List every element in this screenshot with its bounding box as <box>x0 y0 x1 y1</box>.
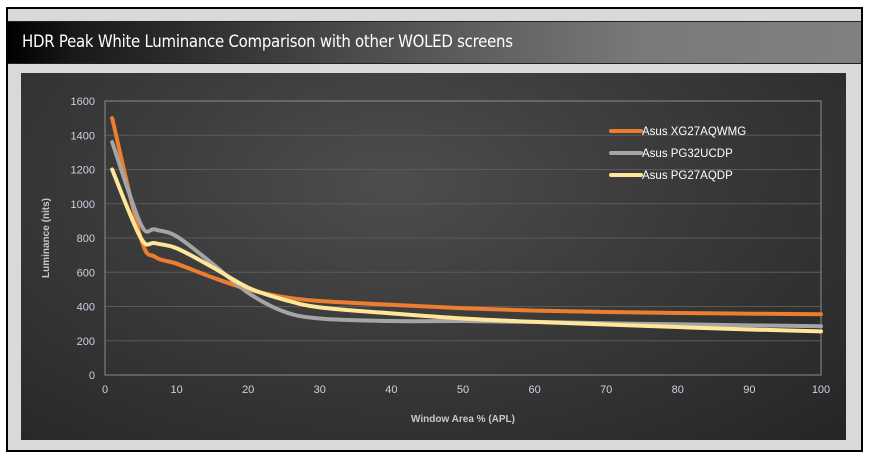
x-tick-label: 30 <box>314 384 326 396</box>
y-tick-label: 1200 <box>71 165 95 177</box>
y-tick-label: 0 <box>89 370 95 382</box>
x-tick-label: 90 <box>743 384 755 396</box>
x-axis-label: Window Area % (APL) <box>411 414 515 425</box>
y-tick-label: 1000 <box>71 199 95 211</box>
y-axis-label: Luminance (nits) <box>41 198 52 278</box>
legend-label: Asus XG27AQWMG <box>642 126 746 138</box>
x-tick-label: 80 <box>672 384 684 396</box>
y-tick-label: 200 <box>77 336 95 348</box>
title-bar: HDR Peak White Luminance Comparison with… <box>8 21 861 64</box>
x-tick-label: 100 <box>812 384 830 396</box>
chart-frame: HDR Peak White Luminance Comparison with… <box>6 7 863 452</box>
series-line-asus-pg27aqdp <box>110 167 823 334</box>
legend-label: Asus PG27AQDP <box>642 170 733 182</box>
x-tick-label: 70 <box>600 384 612 396</box>
chart-area: 0 200 400 600 800 1000 1200 1400 1600 0 10 20 30 40 50… <box>21 73 846 440</box>
x-tick-label: 40 <box>385 384 397 396</box>
y-tick-label: 600 <box>77 267 95 279</box>
x-tick-label: 50 <box>457 384 469 396</box>
y-tick-label: 1400 <box>71 130 95 142</box>
plot-border <box>104 100 822 376</box>
x-tick-label: 20 <box>242 384 254 396</box>
x-tick-label: 10 <box>170 384 182 396</box>
y-tick-label: 400 <box>77 302 95 314</box>
y-tick-label: 800 <box>77 233 95 245</box>
x-tick-label: 0 <box>102 384 108 396</box>
x-tick-label: 60 <box>528 384 540 396</box>
legend-label: Asus PG32UCDP <box>642 148 733 160</box>
series-line-asus-xg27aqwmg <box>110 116 823 317</box>
series-line-asus-pg32ucdp <box>110 140 823 329</box>
line-chart: 0 200 400 600 800 1000 1200 1400 1600 0 10 20 30 40 50… <box>41 96 830 425</box>
chart-title: HDR Peak White Luminance Comparison with… <box>22 32 513 52</box>
y-tick-label: 1600 <box>71 96 95 108</box>
